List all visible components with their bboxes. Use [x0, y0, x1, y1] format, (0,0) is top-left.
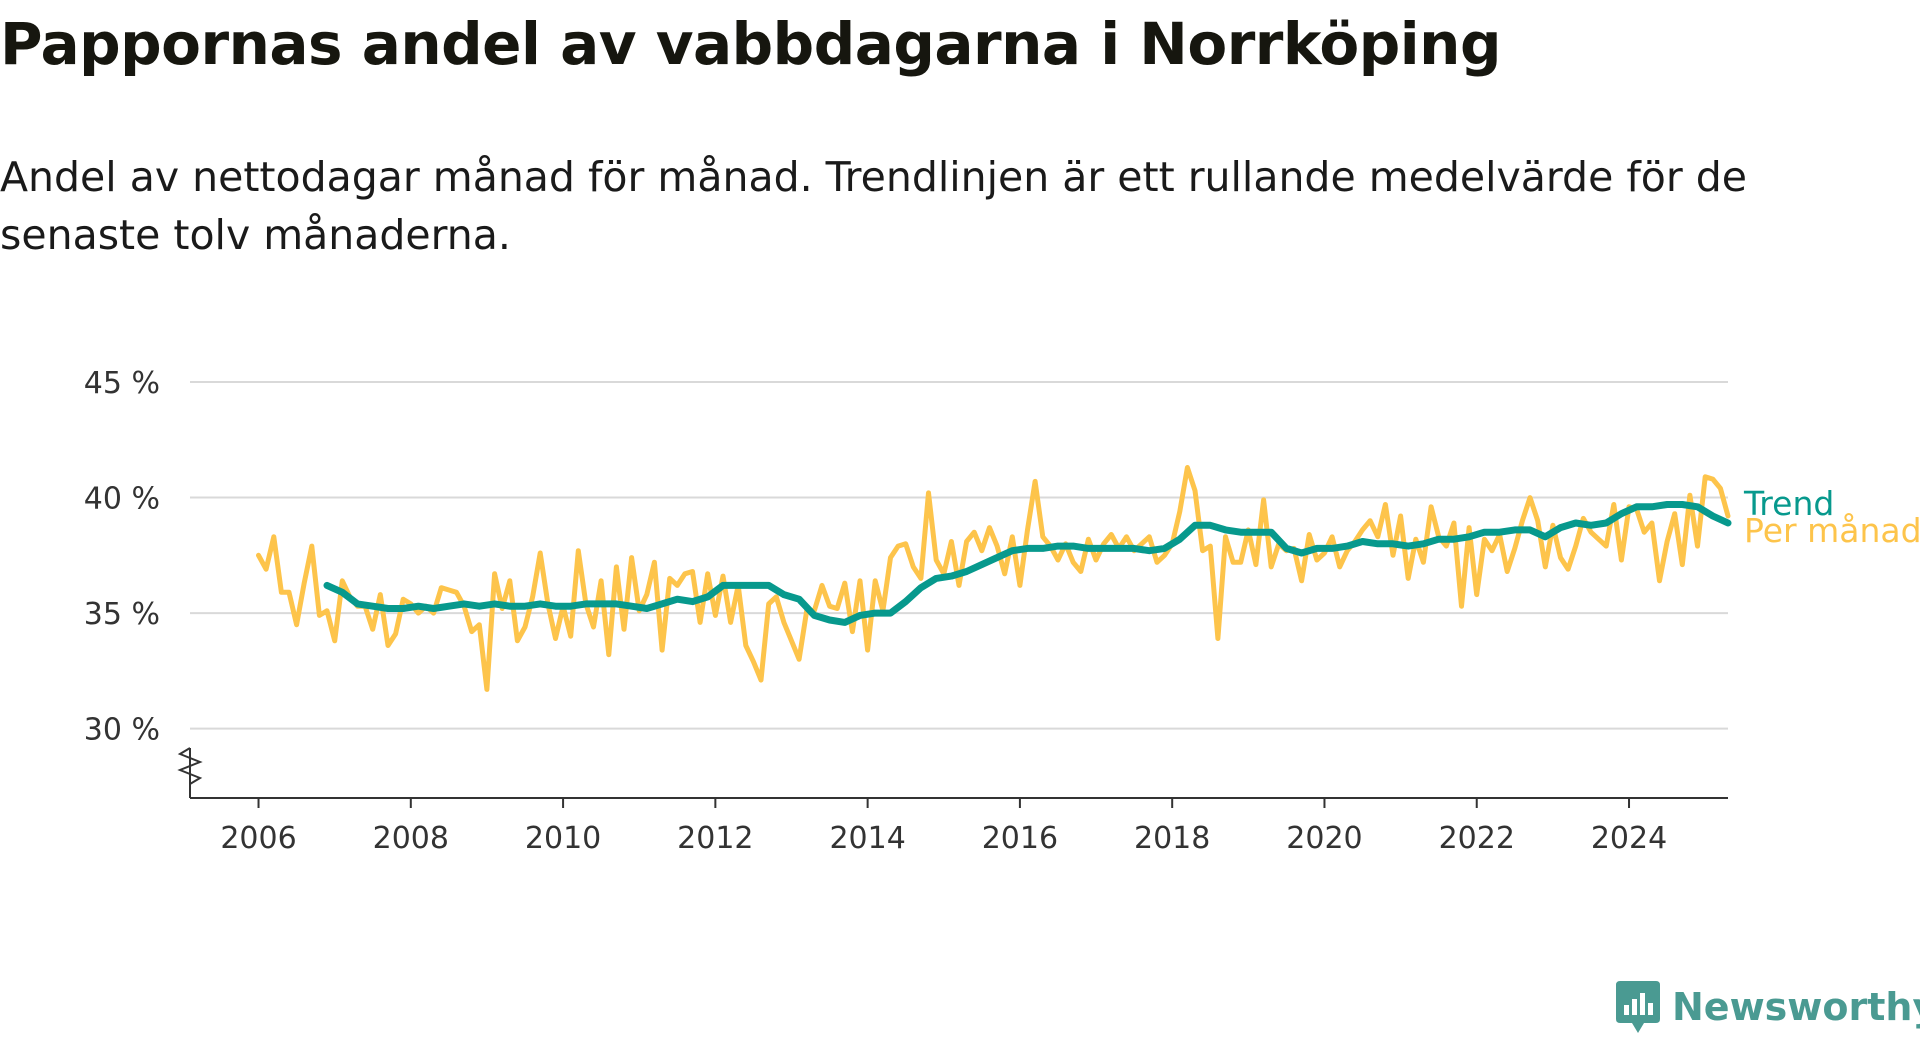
y-tick-label: 30 %	[84, 713, 160, 748]
x-tick-label: 2020	[1286, 821, 1362, 856]
x-tick-label: 2012	[677, 821, 753, 856]
x-tick-label: 2024	[1591, 821, 1667, 856]
series-label: Per månad	[1744, 511, 1920, 550]
gridlines	[190, 381, 1728, 730]
axis-break-icon	[177, 747, 203, 785]
newsworthy-logo-icon	[1616, 981, 1660, 1033]
y-tick-label: 45 %	[84, 366, 160, 401]
x-tick-label: 2006	[220, 821, 296, 856]
x-tick-label: 2014	[829, 821, 905, 856]
series-lines	[256, 465, 1732, 692]
chart-subtitle: Andel av nettodagar månad för månad. Tre…	[0, 153, 1747, 259]
x-tick-label: 2022	[1439, 821, 1515, 856]
x-tick-label: 2016	[982, 821, 1058, 856]
y-tick-label: 35 %	[84, 597, 160, 632]
series-line-trend	[323, 501, 1732, 626]
newsworthy-brand: Newsworthy	[1614, 978, 1920, 1036]
x-tick-label: 2010	[525, 821, 601, 856]
series-label: Trend	[1743, 484, 1834, 523]
y-tick-label: 40 %	[84, 482, 160, 517]
series-line-per-manad	[256, 465, 1731, 692]
line-chart: 30 % 35 % 40 % 45 % 2006 2008 2010 2012 2014 2016…	[84, 366, 1920, 856]
x-tick-label: 2008	[373, 821, 449, 856]
x-tick-label: 2018	[1134, 821, 1210, 856]
brand-name: Newsworthy	[1672, 985, 1920, 1029]
axes: 30 % 35 % 40 % 45 % 2006 2008 2010 2012 2014 2016…	[84, 366, 1728, 856]
chart-title: Pappornas andel av vabbdagarna i Norrköp…	[0, 10, 1501, 78]
